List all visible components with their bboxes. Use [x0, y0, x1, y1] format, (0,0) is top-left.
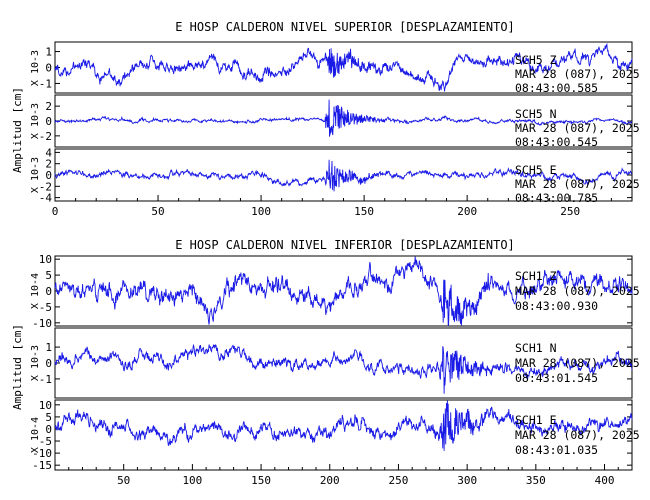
y-tick-label: 2: [45, 158, 52, 171]
station-label: SCH5 Z: [515, 53, 557, 67]
scale-label: X 10-3: [30, 50, 41, 86]
y-tick-label: 5: [45, 269, 52, 282]
station-label: SCH1 N: [515, 341, 557, 355]
date-label: MAR 28 (087), 2025: [515, 356, 640, 370]
station-label: SCH5 E: [515, 163, 557, 177]
scale-label: X 10-3: [30, 103, 41, 139]
y-tick-label: -2: [39, 180, 52, 193]
station-label: SCH1 Z: [515, 269, 557, 283]
y-tick-label: 1: [45, 46, 52, 59]
date-label: MAR 28 (087), 2025: [515, 428, 640, 442]
x-tick-label: 50: [117, 474, 130, 487]
y-tick-label: 0: [45, 357, 52, 370]
chart-title-inferior: E HOSP CALDERON NIVEL INFERIOR [DESPLAZA…: [175, 238, 515, 252]
y-tick-label: 0: [45, 62, 52, 75]
y-tick-label: 5: [45, 411, 52, 424]
time-label: 08:43:00.585: [515, 81, 598, 95]
x-tick-label: 0: [52, 205, 59, 218]
x-tick-label: 350: [526, 474, 546, 487]
panel-sch5-z: 1 0 -1 X 10-3 SCH5 Z MAR 28 (087), 2025 08…: [30, 41, 640, 95]
x-tick-label: 100: [251, 205, 271, 218]
date-label: MAR 28 (087), 2025: [515, 67, 640, 81]
station-label: SCH1 E: [515, 413, 557, 427]
time-label: 08:43:01.545: [515, 371, 598, 385]
y-tick-label: 2: [45, 100, 52, 113]
y-axis-label-superior: Amplitud [cm]: [11, 87, 24, 173]
panel-sch5-n: 2 0 -2 X 10-3 SCH5 N MAR 28 (087), 2025 08…: [30, 94, 640, 149]
chart-title-superior: E HOSP CALDERON NIVEL SUPERIOR [DESPLAZA…: [175, 20, 515, 34]
scale-label: X 10-4: [30, 273, 41, 309]
station-label: SCH5 N: [515, 107, 557, 121]
x-axis-superior: 0 50 100 150 200 250: [52, 195, 633, 218]
y-tick-label: 0: [45, 169, 52, 182]
x-tick-label: 200: [320, 474, 340, 487]
x-tick-label: 250: [389, 474, 409, 487]
y-tick-label: -5: [39, 301, 52, 314]
y-ticks: 420-2-4: [39, 146, 632, 205]
y-tick-label: -10: [32, 447, 52, 460]
panel-sch5-e: 420-2-4 X 10-3 SCH5 E MAR 28 (087), 2025…: [30, 146, 640, 205]
waveform-trace: [54, 256, 633, 327]
x-tick-label: 150: [251, 474, 271, 487]
time-label: 08:43:01.035: [515, 443, 598, 457]
y-tick-label: -4: [39, 192, 53, 205]
y-tick-label: -5: [39, 435, 52, 448]
scale-label: X 10-3: [30, 345, 41, 381]
waveform-trace: [54, 159, 633, 192]
x-tick-label: 300: [457, 474, 477, 487]
y-tick-label: -1: [39, 373, 52, 386]
x-tick-label: 400: [595, 474, 615, 487]
y-axis-label-inferior: Amplitud [cm]: [11, 324, 24, 410]
time-label: 08:43:00.545: [515, 135, 598, 149]
x-tick-label: 150: [354, 205, 374, 218]
panel-sch1-z: 10 5 0 -5 -10 X 10-4 SCH1 Z MAR 28 (087), 20…: [30, 253, 640, 330]
y-ticks: 1 0 -1: [39, 341, 632, 386]
x-tick-label: 200: [457, 205, 477, 218]
y-tick-label: 10: [39, 253, 52, 266]
panel-sch1-n: 1 0 -1 X 10-3 SCH1 N MAR 28 (087), 2025 08…: [30, 327, 640, 399]
x-tick-label: 50: [151, 205, 164, 218]
scale-label: X 10-4: [30, 417, 41, 453]
scale-label: X 10-3: [30, 157, 41, 193]
y-tick-label: 0: [45, 285, 52, 298]
waveform-trace: [54, 99, 633, 137]
y-tick-label: 0: [45, 115, 52, 128]
time-label: 08:43:00.930: [515, 299, 598, 313]
y-ticks: 2 0 -2: [39, 100, 632, 143]
x-axis-inferior: 50 100 150 200 250 300 350 400: [54, 464, 633, 487]
waveform-trace: [54, 400, 633, 451]
time-label: 08:43:00.785: [515, 191, 598, 205]
y-tick-label: 1: [45, 341, 52, 354]
waveform-trace: [54, 42, 633, 92]
x-tick-label: 100: [182, 474, 202, 487]
date-label: MAR 28 (087), 2025: [515, 177, 640, 191]
x-tick-label: 250: [560, 205, 580, 218]
y-tick-label: -15: [32, 459, 52, 472]
y-tick-label: 10: [39, 399, 52, 412]
y-tick-label: 4: [45, 146, 52, 159]
y-tick-label: -10: [32, 317, 52, 330]
y-tick-label: -2: [39, 130, 52, 143]
y-tick-label: 0: [45, 423, 52, 436]
date-label: MAR 28 (087), 2025: [515, 284, 640, 298]
y-tick-label: -1: [39, 77, 52, 90]
waveform-trace: [54, 343, 633, 394]
date-label: MAR 28 (087), 2025: [515, 121, 640, 135]
